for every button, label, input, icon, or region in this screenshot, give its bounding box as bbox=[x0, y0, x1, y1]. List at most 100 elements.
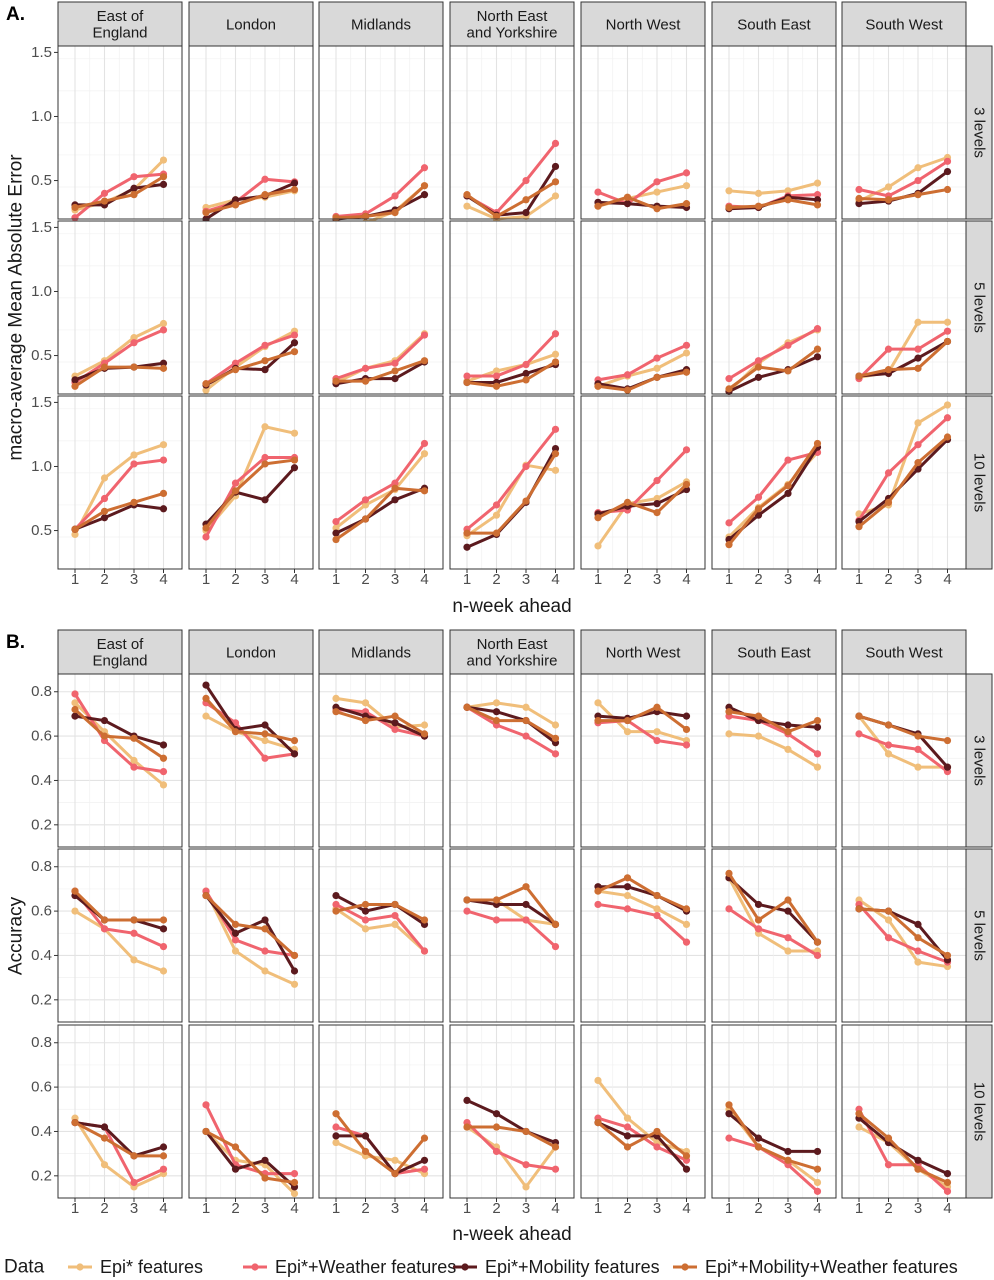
data-point bbox=[914, 164, 922, 172]
data-point bbox=[261, 730, 269, 738]
data-point bbox=[943, 401, 952, 409]
data-point bbox=[653, 509, 661, 517]
data-point bbox=[159, 741, 168, 749]
series-line-2 bbox=[465, 898, 557, 926]
data-point bbox=[623, 1143, 632, 1151]
y-tick-label: 0.2 bbox=[31, 991, 52, 1008]
x-tick-label: 1 bbox=[202, 571, 210, 588]
data-point bbox=[522, 1127, 530, 1136]
x-axis-title: n-week ahead bbox=[452, 1224, 571, 1245]
data-point bbox=[130, 929, 138, 937]
series-line-3 bbox=[204, 458, 296, 530]
data-point bbox=[420, 450, 429, 458]
data-point bbox=[623, 891, 632, 900]
y-tick-label: 1.5 bbox=[31, 219, 52, 236]
series-line-0 bbox=[596, 351, 688, 388]
data-point bbox=[492, 372, 501, 380]
data-point bbox=[361, 925, 370, 933]
data-point bbox=[71, 712, 79, 720]
panel-border bbox=[57, 848, 183, 1023]
data-point bbox=[361, 716, 370, 725]
series-line-1 bbox=[596, 343, 688, 382]
data-point bbox=[361, 699, 370, 707]
legend-item-label: Epi*+Mobility features bbox=[485, 1257, 660, 1277]
series-line-1 bbox=[727, 1136, 819, 1193]
data-point bbox=[361, 212, 370, 221]
series-line-0 bbox=[73, 1116, 165, 1189]
data-point bbox=[914, 364, 922, 372]
data-point bbox=[420, 182, 429, 190]
data-point bbox=[653, 728, 661, 736]
x-tick-label: 2 bbox=[492, 571, 500, 588]
panel-background bbox=[319, 849, 443, 1022]
facet-panel bbox=[54, 45, 183, 222]
data-point bbox=[754, 511, 763, 519]
data-point bbox=[100, 189, 109, 197]
data-point bbox=[914, 1165, 922, 1173]
facet-panel bbox=[580, 220, 706, 395]
row-strip-2-label: 10 levels bbox=[971, 453, 988, 512]
data-point bbox=[522, 703, 530, 711]
data-point bbox=[290, 750, 299, 758]
data-point bbox=[653, 905, 661, 913]
data-point bbox=[522, 1161, 530, 1169]
data-point bbox=[653, 178, 661, 186]
chart-a-mae: A. macro-average Mean Absolute Error n-wee… bbox=[6, 1, 993, 617]
x-tick-label: 3 bbox=[391, 1200, 399, 1217]
data-point bbox=[420, 487, 429, 495]
series-line-0 bbox=[73, 443, 165, 536]
data-point bbox=[231, 929, 240, 937]
data-point bbox=[391, 1156, 399, 1164]
data-point bbox=[332, 907, 340, 915]
data-point bbox=[261, 175, 269, 183]
data-point bbox=[361, 916, 370, 924]
series-line-3 bbox=[727, 347, 819, 391]
data-point bbox=[884, 1134, 893, 1142]
data-point bbox=[332, 524, 340, 532]
series-line-3 bbox=[596, 482, 688, 520]
series-line-0 bbox=[727, 876, 819, 953]
panel-label: A. bbox=[6, 4, 25, 25]
data-point bbox=[943, 1170, 952, 1178]
x-tick-label: 4 bbox=[420, 1200, 428, 1217]
data-point bbox=[813, 201, 822, 209]
facet-panel bbox=[449, 673, 575, 848]
series-line-3 bbox=[73, 1121, 165, 1158]
data-point bbox=[522, 1183, 530, 1191]
panel-background bbox=[450, 674, 574, 847]
facet-panel bbox=[54, 220, 183, 395]
column-strip-6-label: South West bbox=[865, 16, 943, 33]
data-point bbox=[130, 1178, 138, 1187]
series-line-3 bbox=[596, 705, 688, 731]
facet-panel bbox=[54, 395, 183, 573]
series-line-3 bbox=[596, 370, 688, 392]
series-line-3 bbox=[857, 188, 949, 202]
data-point bbox=[100, 1134, 109, 1142]
column-strip-5-label: South East bbox=[737, 644, 811, 661]
row-strip-1-bg bbox=[965, 220, 993, 395]
data-point bbox=[100, 514, 109, 522]
x-tick-label: 2 bbox=[884, 571, 892, 588]
data-point bbox=[784, 196, 792, 204]
series-line-0 bbox=[465, 194, 557, 221]
data-point bbox=[784, 1156, 792, 1164]
data-point bbox=[682, 169, 691, 177]
series-line-1 bbox=[465, 909, 557, 949]
x-tick-label: 2 bbox=[884, 1200, 892, 1217]
series-line-0 bbox=[465, 701, 557, 727]
series-line-2 bbox=[334, 1134, 426, 1176]
data-point bbox=[813, 750, 822, 758]
data-point bbox=[855, 730, 863, 738]
data-point bbox=[943, 763, 952, 771]
data-point bbox=[332, 1110, 340, 1118]
y-tick-label: 0.4 bbox=[31, 947, 52, 964]
data-point bbox=[202, 694, 210, 702]
data-point bbox=[361, 900, 370, 909]
data-point bbox=[332, 1138, 340, 1147]
data-point bbox=[332, 891, 340, 900]
panel-border bbox=[449, 848, 575, 1023]
data-point bbox=[463, 543, 471, 551]
data-point bbox=[522, 369, 530, 378]
series-line-3 bbox=[204, 696, 296, 743]
facet-panel bbox=[580, 1024, 706, 1202]
